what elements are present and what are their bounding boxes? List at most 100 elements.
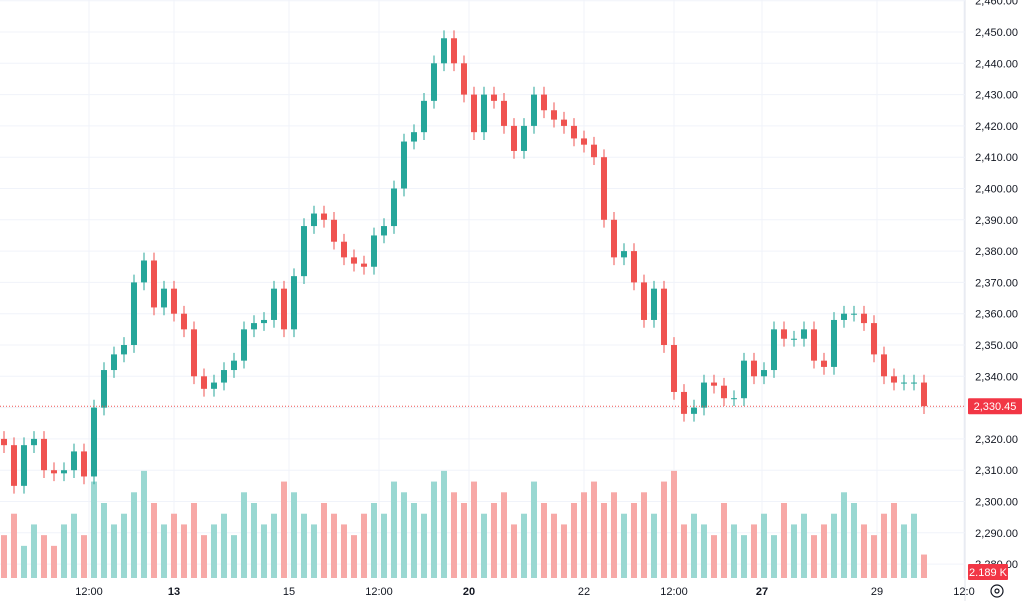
price-tick-label: 2,410.00 [975,152,1018,164]
candle-body [251,323,257,330]
candle-body [61,470,67,474]
volume-bar [811,535,817,578]
price-tick-label: 2,400.00 [975,184,1018,196]
volume-bar [461,503,467,578]
settings-icon[interactable] [990,584,1004,598]
candle-body [491,94,497,101]
candle-body [481,94,487,133]
volume-bar [61,524,67,578]
candle-body [651,288,657,320]
volume-bar [861,524,867,578]
candle-body [691,407,697,414]
price-axis[interactable]: 2,280.002,290.002,300.002,310.002,320.00… [975,0,1018,571]
candle-body [311,213,317,227]
price-tick-label: 2,420.00 [975,121,1018,133]
candle-body [791,338,797,340]
volume-bar [741,535,747,578]
candle-body [131,282,137,345]
candle-body [331,219,337,242]
candle-body [901,382,907,384]
candle-body [171,288,177,314]
volume-bar [531,481,537,578]
price-tick-label: 2,360.00 [975,309,1018,321]
volume-bar [701,524,707,578]
volume-bar [481,513,487,578]
volume-bar [471,481,477,578]
candle-body [231,360,237,371]
price-tick-label: 2,380.00 [975,246,1018,258]
price-tick-label: 2,430.00 [975,90,1018,102]
time-tick-label: 13 [168,586,180,598]
candle-body [611,219,617,258]
candle-body [451,38,457,64]
price-tick-label: 2,370.00 [975,277,1018,289]
candle-body [471,94,477,133]
volume-bar [631,503,637,578]
candle-body [111,354,117,371]
candle-body [591,144,597,158]
volume-bar [81,535,87,578]
candle-body [361,263,367,267]
volume-bar [511,524,517,578]
volume-bar [661,481,667,578]
volume-bar [161,524,167,578]
candle-body [91,407,97,477]
volume-bar [181,524,187,578]
candle-body [831,319,837,367]
volume-bar [251,503,257,578]
candle-body [771,329,777,371]
candle-body [321,213,327,220]
candle-body [211,382,217,389]
volume-bar [851,503,857,578]
volume-bar [571,503,577,578]
candle-body [921,382,927,407]
candle-body [731,398,737,400]
candle-body [391,188,397,227]
volume-bar [521,513,527,578]
volume-bar [421,513,427,578]
volume-bar [561,524,567,578]
candle-body [351,257,357,264]
candle-body [51,470,57,474]
time-tick-label: 22 [578,586,590,598]
candle-body [711,382,717,386]
volume-bar [761,513,767,578]
candle-body [71,451,77,471]
volume-bar [501,492,507,578]
candle-body [551,110,557,120]
volume-bar [341,524,347,578]
volume-bar [121,513,127,578]
volume-bar [241,492,247,578]
volume-bar [111,524,117,578]
price-tick-label: 2,440.00 [975,58,1018,70]
volume-bar [431,481,437,578]
volume-bar [541,503,547,578]
price-tick-label: 2,450.00 [975,27,1018,39]
volume-bar [551,513,557,578]
volume-bar [1,535,7,578]
volume-bar [91,481,97,578]
candle-body [851,313,857,315]
volume-bar [131,492,137,578]
volume-bar [351,535,357,578]
candle-body [81,451,87,477]
price-tick-label: 2,310.00 [975,465,1018,477]
time-tick-label: 12:00 [365,586,393,598]
candle-body [641,282,647,320]
candle-body [461,63,467,95]
candle-body [531,94,537,126]
candle-body [151,260,157,308]
time-axis[interactable]: 12:00 13 15 12:00 20 22 12:00 27 29 12:0 [75,586,974,598]
candle-body [621,251,627,258]
volume-bar [491,503,497,578]
volume-bar [151,503,157,578]
candle-body [281,288,287,330]
time-tick-label: 27 [756,586,768,598]
volume-bar [901,524,907,578]
candle-body [291,276,297,330]
volume-bar [881,513,887,578]
price-tick-label: 2,460.00 [975,0,1018,8]
last-price-label: 2,330.45 [968,398,1022,415]
time-tick-label: 29 [871,586,883,598]
